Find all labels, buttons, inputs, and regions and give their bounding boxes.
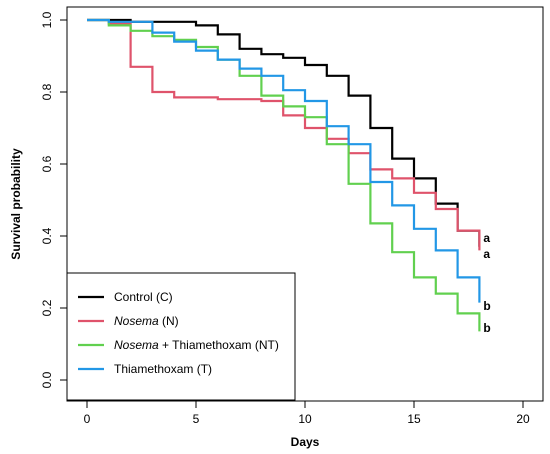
y-tick-label: 0.8: [40, 83, 54, 100]
y-tick-label: 0.0: [40, 371, 54, 388]
x-tick-label: 10: [298, 412, 312, 426]
legend-label-part: + Thiamethoxam (NT): [159, 338, 279, 352]
series-line-nosema-thiamethoxam-nt: [87, 18, 481, 332]
significance-letter: b: [483, 299, 490, 313]
significance-letter: b: [483, 321, 490, 335]
series-layer: [87, 18, 481, 332]
legend-label-part: Thiamethoxam (T): [114, 362, 212, 376]
y-tick-label: 0.2: [40, 299, 54, 316]
legend-label-part: Nosema: [114, 338, 159, 352]
x-axis: 0 5 10 15 20: [84, 400, 530, 426]
legend-label-part: (N): [159, 314, 179, 328]
x-tick-label: 0: [84, 412, 91, 426]
legend-label-part: Control (C): [114, 290, 173, 304]
y-tick-label: 0.4: [40, 227, 54, 244]
y-tick-label: 1.0: [40, 11, 54, 28]
x-tick-label: 5: [193, 412, 200, 426]
series-line-control-c: [87, 18, 481, 247]
legend-label-part: Nosema: [114, 314, 159, 328]
y-axis-title: Survival probability: [9, 148, 23, 260]
legend-label: Control (C): [114, 290, 173, 304]
significance-letter: a: [483, 247, 490, 261]
legend: Control (C)Nosema (N)Nosema + Thiamethox…: [66, 272, 296, 401]
legend-label: Nosema (N): [114, 314, 179, 328]
significance-letter: a: [483, 231, 490, 245]
y-tick-label: 0.6: [40, 155, 54, 172]
significance-labels: aa bb: [483, 231, 490, 335]
y-axis: 0.0 0.2 0.4 0.6 0.8 1.0: [40, 11, 68, 388]
legend-label: Nosema + Thiamethoxam (NT): [114, 338, 279, 352]
legend-box: [66, 272, 296, 401]
legend-label: Thiamethoxam (T): [114, 362, 212, 376]
x-axis-title: Days: [291, 435, 320, 449]
series-line-thiamethoxam-t: [87, 18, 481, 303]
x-tick-label: 20: [516, 412, 530, 426]
x-tick-label: 15: [407, 412, 421, 426]
